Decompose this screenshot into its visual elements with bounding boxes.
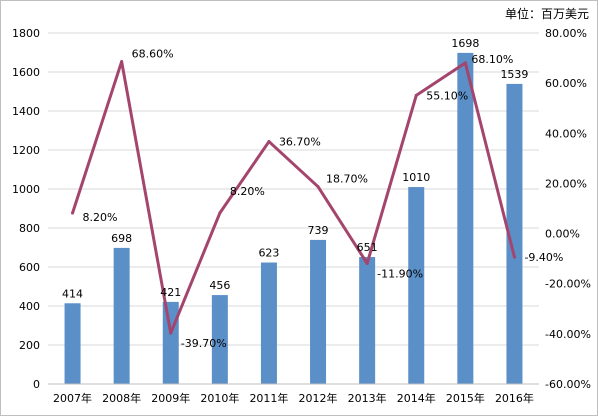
growth-line-series xyxy=(71,60,516,335)
bar xyxy=(506,83,523,385)
bar xyxy=(113,247,130,384)
bar xyxy=(457,52,474,384)
line-point xyxy=(71,211,75,215)
line-point xyxy=(316,185,320,189)
y-left-tick-label: 1200 xyxy=(12,144,40,157)
line-value-label: 8.20% xyxy=(230,185,265,198)
x-tick-label: 2009年 xyxy=(151,391,190,405)
y-right-tick-label: -20.00% xyxy=(545,278,591,291)
bar-value-label: 1539 xyxy=(500,68,528,81)
x-tick-label: 2010年 xyxy=(200,391,239,405)
bar-value-label: 421 xyxy=(160,286,181,299)
bar xyxy=(310,239,327,384)
line-value-label: 8.20% xyxy=(83,211,118,224)
line-point xyxy=(267,140,271,144)
bar xyxy=(64,303,81,384)
x-tick-label: 2013年 xyxy=(348,391,387,405)
line-value-label: -9.40% xyxy=(524,251,563,264)
x-tick-label: 2014年 xyxy=(397,391,436,405)
bar-value-label: 651 xyxy=(357,241,378,254)
bar-value-label: 739 xyxy=(308,224,329,237)
y-left-tick-label: 400 xyxy=(19,300,40,313)
data-labels: 414 698 421 456 623 739 651 1010 1698 1539 8.20% 68… xyxy=(62,37,563,350)
bar xyxy=(260,262,277,384)
bar xyxy=(211,295,228,384)
y-left-tick-label: 200 xyxy=(19,339,40,352)
line-value-label: 18.70% xyxy=(326,173,368,186)
line-point xyxy=(365,261,369,265)
line-point xyxy=(414,93,418,97)
line-point xyxy=(463,61,467,65)
line-point xyxy=(169,331,173,335)
bar-series xyxy=(64,52,523,385)
x-tick-label: 2011年 xyxy=(249,391,288,405)
bar-value-label: 1698 xyxy=(451,37,479,50)
line-value-label: -11.90% xyxy=(377,267,423,280)
unit-label: 单位：百万美元 xyxy=(504,7,589,21)
bar xyxy=(359,257,376,384)
bar-value-label: 1010 xyxy=(402,171,430,184)
y-left-tick-label: 1000 xyxy=(12,183,40,196)
line-value-label: 55.10% xyxy=(426,89,468,102)
y-left-tick-label: 1600 xyxy=(12,66,40,79)
bar-value-label: 698 xyxy=(111,232,132,245)
line-value-label: -39.70% xyxy=(181,337,227,350)
growth-line xyxy=(71,60,516,335)
x-tick-label: 2008年 xyxy=(102,391,141,405)
bar xyxy=(408,187,425,384)
y-left-tick-label: 1400 xyxy=(12,105,40,118)
y-right-tick-label: 40.00% xyxy=(545,127,587,140)
line-point xyxy=(120,60,124,64)
y-right-tick-label: 80.00% xyxy=(545,27,587,40)
y-right-tick-label: -40.00% xyxy=(545,328,591,341)
bar-value-label: 414 xyxy=(62,287,83,300)
line-value-label: 36.70% xyxy=(279,136,321,149)
bar xyxy=(162,301,179,384)
x-tick-label: 2007年 xyxy=(53,391,92,405)
y-left-tick-label: 800 xyxy=(19,222,40,235)
y-left-tick-label: 600 xyxy=(19,261,40,274)
y-right-tick-label: 20.00% xyxy=(545,177,587,190)
y-left-tick-label: 0 xyxy=(33,378,40,391)
line-value-label: 68.60% xyxy=(132,48,174,61)
y-right-tick-label: 0.00% xyxy=(545,228,580,241)
y-right-tick-label: 60.00% xyxy=(545,77,587,90)
x-tick-label: 2012年 xyxy=(299,391,338,405)
bar-value-label: 623 xyxy=(258,247,279,260)
x-tick-label: 2015年 xyxy=(446,391,485,405)
x-tick-label: 2016年 xyxy=(495,391,534,405)
bar-value-label: 456 xyxy=(209,279,230,292)
y-right-tick-label: -60.00% xyxy=(545,378,591,391)
y-left-tick-label: 1800 xyxy=(12,27,40,40)
line-point xyxy=(218,211,222,215)
line-value-label: 68.10% xyxy=(471,53,513,66)
axes: 0 200 400 600 800 1000 1200 1400 1600 1800 -60.00%… xyxy=(12,27,591,405)
line-point xyxy=(512,255,516,259)
